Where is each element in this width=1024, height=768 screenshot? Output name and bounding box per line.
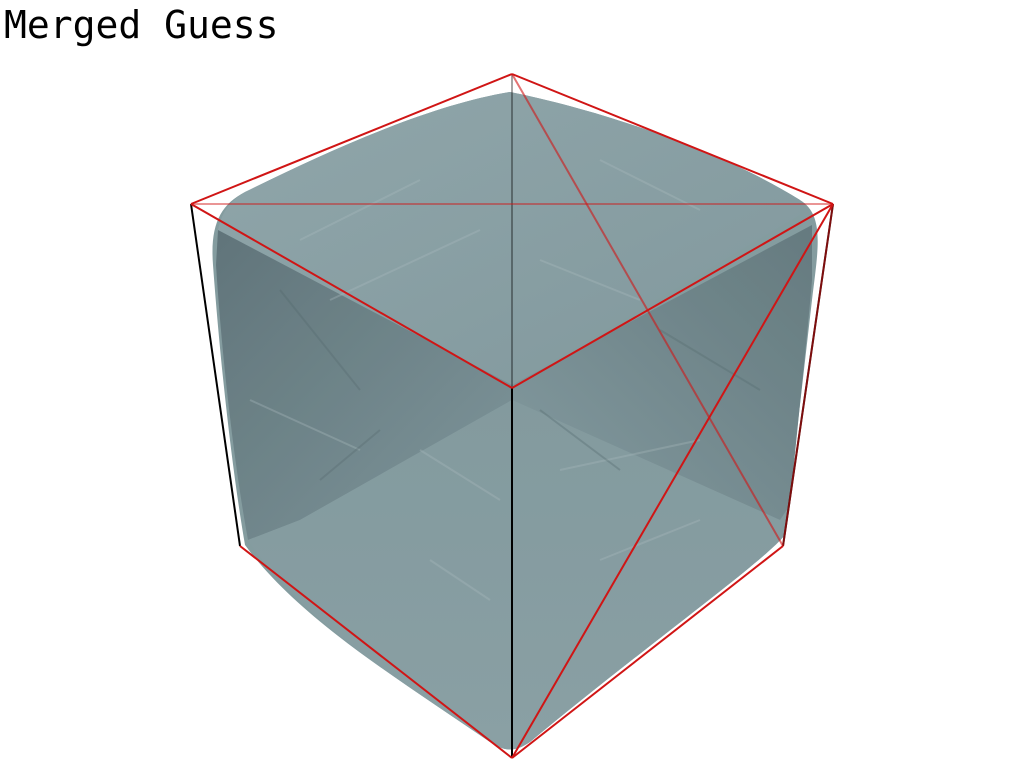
view-title: Merged Guess: [4, 3, 279, 47]
edge-left-vertical: [190, 203, 241, 547]
edge-right-small: [782, 203, 834, 547]
surface-texture-dark: [279, 289, 761, 481]
edge-top-right: [511, 73, 834, 205]
surface-bottom-face: [248, 400, 785, 750]
bounding-box-red-edges: [190, 73, 834, 759]
edge-top-left: [190, 73, 513, 205]
edge-top-front-right: [511, 203, 834, 389]
volume-surface: [212, 92, 818, 750]
surface-right-face: [512, 225, 812, 520]
edge-bottom-left: [239, 545, 513, 759]
edge-top-diagonal: [511, 73, 784, 547]
edge-bottom-right: [511, 545, 784, 759]
edge-top-front-left: [190, 203, 513, 389]
surface-left-face: [216, 230, 512, 540]
surface-texture: [249, 159, 701, 601]
surface-top-face: [218, 92, 800, 385]
edge-front-diagonal: [511, 203, 834, 759]
